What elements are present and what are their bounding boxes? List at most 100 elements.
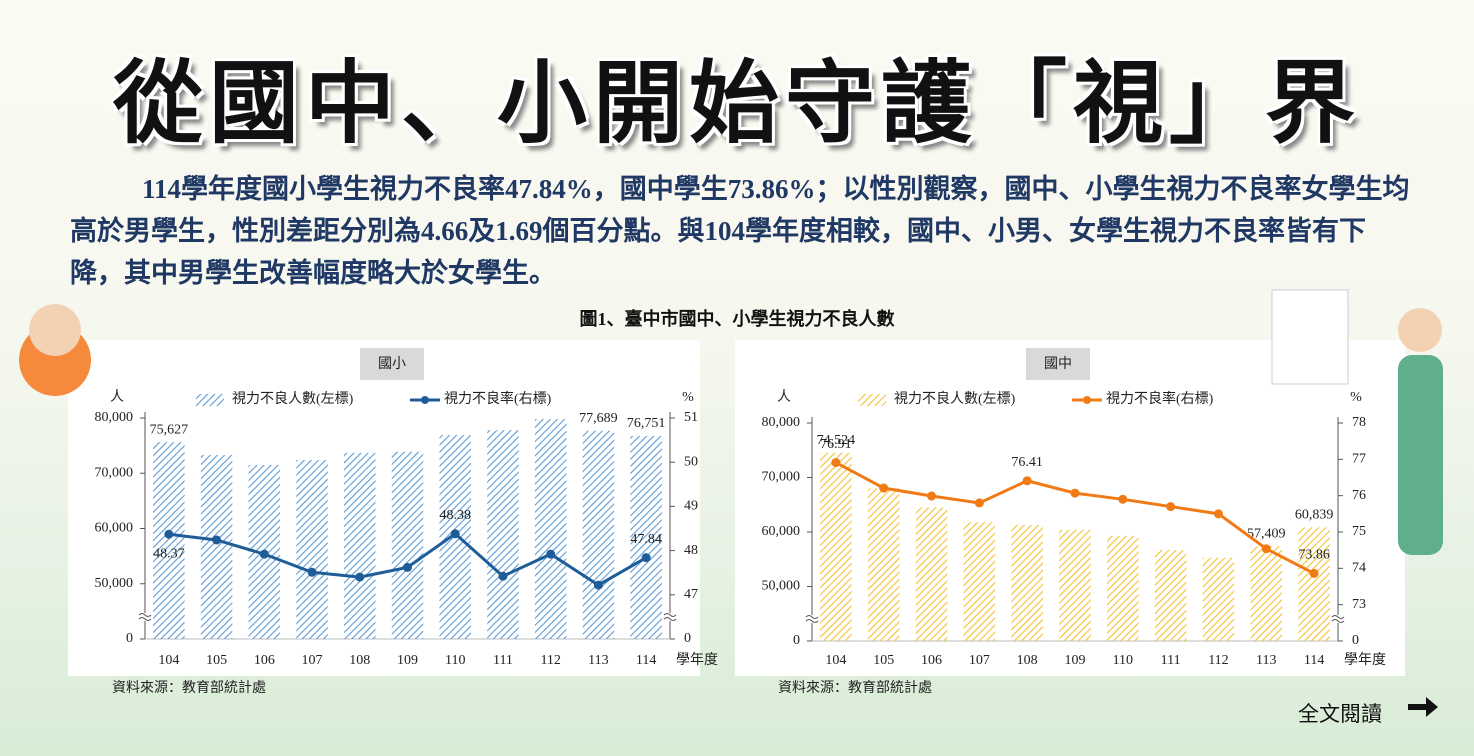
arrow-icon [1408, 697, 1438, 717]
data-label: 73.86 [1298, 548, 1330, 563]
axis-break [1331, 615, 1345, 619]
page-title: 從國中、小開始守護「視」界 [113, 51, 1361, 156]
y-tick-label: 70,000 [762, 470, 801, 485]
point [546, 549, 556, 559]
x-tick-label: 113 [1256, 653, 1276, 668]
bar [1202, 557, 1235, 641]
x-tick-label: 112 [540, 653, 560, 668]
point [450, 529, 460, 539]
x-tick-label: 110 [1113, 653, 1133, 668]
point [307, 567, 317, 577]
data-label: 48.37 [153, 546, 185, 561]
chart-title-box [360, 348, 424, 380]
x-axis-label: 學年度 [676, 652, 718, 668]
bar [1154, 549, 1187, 641]
x-tick-label: 109 [1065, 653, 1086, 668]
x-tick-label: 104 [158, 653, 179, 668]
data-label: 76.41 [1011, 455, 1043, 470]
chart-panel [735, 340, 1405, 676]
source: 資料來源：教育部統計處 [778, 680, 932, 696]
x-tick-label: 114 [636, 653, 656, 668]
decoration [19, 324, 91, 396]
y-tick-label: 0 [793, 633, 800, 648]
point [1309, 568, 1319, 578]
x-tick-label: 112 [1208, 653, 1228, 668]
legend-label: 視力不良率(右標) [1106, 390, 1214, 407]
y-tick-label: 80,000 [762, 415, 801, 430]
y2-tick-label: 78 [1352, 415, 1366, 430]
bar [1011, 524, 1043, 641]
axis-break [139, 613, 151, 621]
bar [963, 522, 996, 641]
bar [630, 435, 662, 639]
point [1118, 494, 1128, 504]
axis-break [138, 613, 152, 617]
point [498, 571, 508, 581]
summary: 114學年度國小學生視力不良率47.84%，國中學生73.86%；以性別觀察，國… [70, 174, 1410, 288]
x-tick-label: 111 [493, 653, 513, 668]
legend-swatch [421, 396, 429, 404]
axis-break [138, 617, 152, 621]
y-axis-label: 人 [777, 389, 791, 405]
data-label: 74,524 [817, 433, 856, 448]
x-tick-label: 105 [206, 653, 227, 668]
data-label: 76.91 [820, 437, 852, 452]
y2-tick-label: 0 [1352, 633, 1359, 648]
y2-axis-label: % [682, 390, 694, 405]
legend-swatch [858, 394, 886, 406]
y-axis-label: 人 [110, 389, 124, 405]
point [641, 553, 651, 563]
x-tick-label: 107 [969, 653, 990, 668]
bar [248, 464, 281, 639]
legend-label: 視力不良人數(左標) [894, 391, 1016, 407]
bar [1298, 527, 1330, 641]
line [168, 531, 647, 587]
decoration [1398, 355, 1443, 555]
x-tick-label: 110 [445, 653, 465, 668]
y-tick-label: 50,000 [762, 579, 801, 594]
y2-tick-label: 48 [684, 543, 698, 558]
x-tick-label: 114 [1304, 653, 1324, 668]
y2-tick-label: 77 [1352, 452, 1366, 467]
point [831, 458, 841, 468]
axis-break [805, 619, 819, 623]
bar [1250, 546, 1283, 641]
data-label: 48.38 [439, 508, 471, 523]
legend-label: 視力不良率(右標) [444, 390, 552, 407]
point [1261, 544, 1271, 554]
axis-break [1332, 615, 1344, 623]
legend-swatch [196, 394, 224, 406]
bar [915, 507, 948, 641]
axis-break [663, 613, 677, 617]
bar [344, 452, 376, 639]
x-tick-label: 109 [397, 653, 418, 668]
bar [582, 430, 615, 639]
bar [296, 459, 328, 639]
bar [1059, 529, 1091, 641]
line [835, 461, 1315, 575]
y-tick-label: 60,000 [762, 524, 801, 539]
x-tick-label: 107 [302, 653, 323, 668]
data-label: 60,839 [1295, 508, 1334, 523]
y2-tick-label: 73 [1352, 597, 1366, 612]
y2-tick-label: 50 [684, 454, 698, 469]
source: 資料來源：教育部統計處 [112, 680, 266, 696]
point [879, 483, 889, 493]
x-tick-label: 104 [825, 653, 846, 668]
data-label: 76,751 [627, 416, 666, 431]
y2-tick-label: 0 [684, 631, 691, 646]
read-more-link[interactable]: 全文閱讀 [1298, 702, 1382, 726]
x-tick-label: 106 [921, 653, 942, 668]
data-label: 75,627 [150, 422, 189, 437]
point [259, 549, 269, 559]
x-axis-label: 學年度 [1344, 652, 1386, 668]
axis-break [1331, 619, 1345, 623]
point [355, 572, 365, 582]
y2-tick-label: 49 [684, 499, 698, 514]
y2-tick-label: 51 [684, 410, 698, 425]
axis-break [663, 617, 677, 621]
bar [487, 430, 519, 639]
bar [867, 488, 900, 641]
y2-tick-label: 47 [684, 587, 698, 602]
